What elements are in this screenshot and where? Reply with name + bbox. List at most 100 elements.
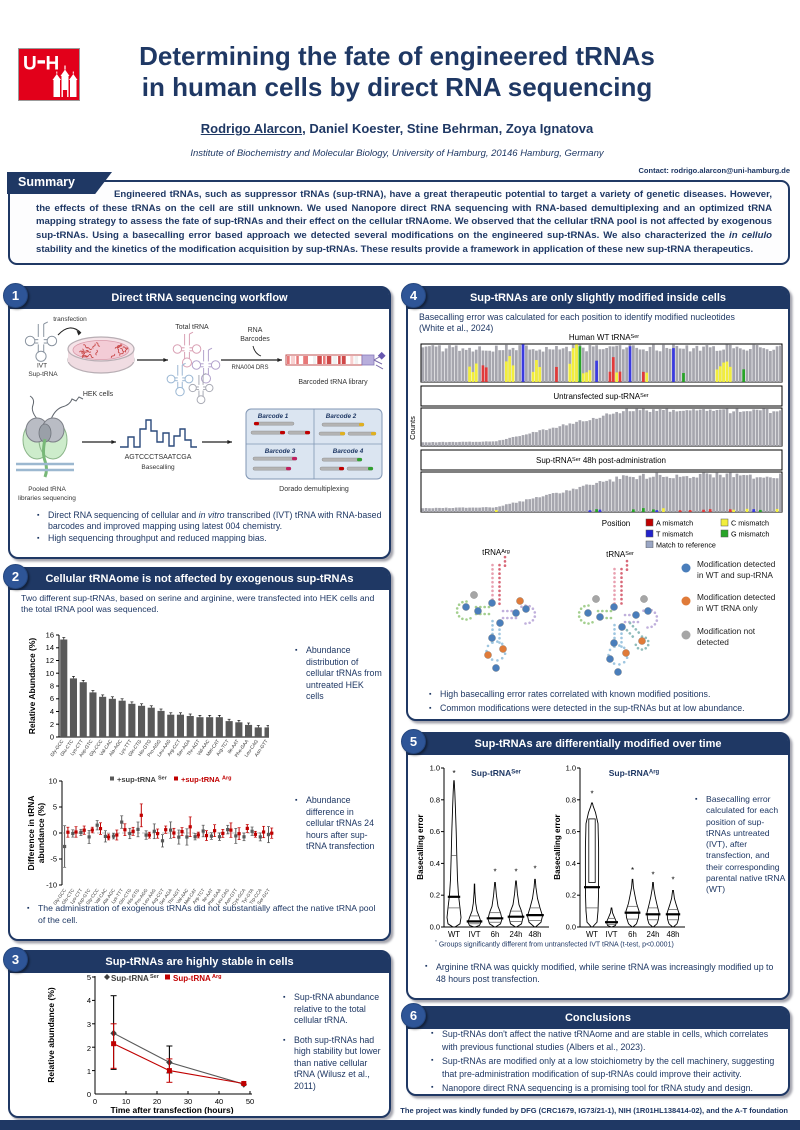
svg-text:*: * (631, 866, 634, 875)
svg-text:40: 40 (215, 1097, 223, 1106)
svg-text:*: * (533, 864, 536, 873)
svg-text:16: 16 (46, 631, 54, 640)
svg-text:0.8: 0.8 (430, 795, 440, 804)
svg-text:Human WT tRNASer: Human WT tRNASer (569, 333, 639, 342)
svg-text:*: * (590, 790, 593, 799)
svg-text:2: 2 (50, 720, 54, 729)
svg-text:G mismatch: G mismatch (731, 530, 769, 539)
svg-text:Sup-tRNAArg: Sup-tRNAArg (609, 768, 660, 778)
svg-text:Modification detected: Modification detected (697, 559, 776, 569)
svg-text:0.6: 0.6 (430, 827, 440, 836)
svg-text:24h: 24h (509, 930, 522, 939)
svg-text:4: 4 (87, 996, 91, 1005)
svg-text:Arg: Arg (212, 974, 221, 980)
svg-text:1: 1 (87, 1067, 91, 1076)
svg-text:Basecalling error: Basecalling error (553, 814, 562, 879)
svg-text:AGTCCCTSAATCGA: AGTCCCTSAATCGA (125, 454, 192, 461)
svg-text:tRNASer: tRNASer (606, 550, 634, 559)
svg-text:abundance (%): abundance (%) (36, 803, 46, 864)
svg-text:12: 12 (46, 656, 54, 665)
svg-text:Sup-tRNASer 48h post-administr: Sup-tRNASer 48h post-administration (536, 456, 666, 465)
svg-text:WT: WT (448, 930, 460, 939)
svg-text:Total tRNA: Total tRNA (175, 324, 209, 331)
svg-text:8: 8 (50, 682, 54, 691)
svg-text:0.6: 0.6 (566, 827, 576, 836)
svg-text:0.0: 0.0 (566, 923, 576, 932)
svg-text:+sup-tRNA: +sup-tRNA (181, 775, 221, 784)
svg-text:10: 10 (49, 777, 57, 786)
svg-text:RNA004 DRS: RNA004 DRS (231, 365, 268, 371)
svg-text:Barcode 1: Barcode 1 (258, 413, 289, 420)
svg-text:libraries sequencing: libraries sequencing (18, 495, 76, 502)
svg-text:U: U (23, 54, 37, 75)
svg-text:0: 0 (50, 733, 54, 742)
svg-text:HEK cells: HEK cells (83, 391, 114, 398)
svg-text:T mismatch: T mismatch (656, 530, 693, 539)
svg-text:in WT and sup-tRNA: in WT and sup-tRNA (697, 570, 773, 580)
svg-text:detected: detected (697, 637, 729, 647)
svg-text:IVT: IVT (605, 930, 617, 939)
svg-text:Arg: Arg (222, 776, 231, 782)
svg-text:RNA: RNA (248, 327, 263, 334)
svg-text:Time after transfection (hours: Time after transfection (hours) (110, 1105, 233, 1114)
svg-text:Sup-tRNASer: Sup-tRNASer (471, 768, 521, 778)
svg-text:0: 0 (53, 829, 57, 838)
svg-text:0: 0 (87, 1090, 91, 1099)
svg-text:Difference in tRNA: Difference in tRNA (26, 795, 36, 870)
svg-text:Sup-tRNA: Sup-tRNA (173, 974, 211, 983)
svg-text:Counts: Counts (408, 416, 417, 440)
svg-text:Barcodes: Barcodes (240, 336, 270, 343)
svg-text:Modification detected: Modification detected (697, 592, 776, 602)
svg-text:6h: 6h (491, 930, 500, 939)
svg-text:Barcode 2: Barcode 2 (326, 413, 357, 420)
svg-text:5: 5 (87, 973, 91, 982)
svg-text:0.4: 0.4 (566, 859, 576, 868)
svg-text:Ser: Ser (150, 974, 160, 980)
svg-text:*: * (452, 769, 455, 778)
svg-text:24h: 24h (646, 930, 659, 939)
svg-text:14: 14 (46, 643, 54, 652)
svg-text:4: 4 (50, 707, 54, 716)
svg-text:*: * (514, 868, 517, 877)
svg-text:Basecalling error: Basecalling error (416, 814, 425, 879)
svg-text:1.0: 1.0 (430, 764, 440, 773)
svg-text:6: 6 (50, 694, 54, 703)
svg-text:Barcoded tRNA library: Barcoded tRNA library (298, 379, 368, 386)
svg-text:10: 10 (46, 669, 54, 678)
svg-text:Basecalling: Basecalling (141, 464, 175, 471)
svg-text:Position: Position (602, 519, 630, 528)
svg-text:IVT: IVT (37, 363, 47, 370)
svg-text:Relative abundance (%): Relative abundance (%) (46, 987, 56, 1083)
svg-text:0.2: 0.2 (430, 891, 440, 900)
svg-text:-5: -5 (50, 855, 57, 864)
svg-text:-10: -10 (46, 881, 57, 890)
svg-text:0.8: 0.8 (566, 795, 576, 804)
svg-text:transfection: transfection (53, 316, 87, 323)
svg-text:*: * (671, 876, 674, 885)
svg-text:2: 2 (87, 1044, 91, 1053)
svg-text:Relative Abundance (%): Relative Abundance (%) (27, 638, 37, 735)
svg-text:0.2: 0.2 (566, 891, 576, 900)
svg-text:Untransfected sup-tRNASer: Untransfected sup-tRNASer (553, 392, 648, 401)
svg-text:Barcode 4: Barcode 4 (333, 448, 364, 455)
svg-text:20: 20 (153, 1097, 161, 1106)
svg-text:tRNAArg: tRNAArg (482, 548, 510, 557)
svg-text:50: 50 (246, 1097, 254, 1106)
svg-text:48h: 48h (666, 930, 679, 939)
svg-text:*: * (651, 871, 654, 880)
svg-text:Match to reference: Match to reference (656, 541, 716, 549)
svg-text:48h: 48h (528, 930, 541, 939)
svg-text:WT: WT (586, 930, 598, 939)
svg-text:Barcode 3: Barcode 3 (265, 448, 296, 455)
svg-text:Sup-tRNA: Sup-tRNA (28, 371, 58, 378)
svg-text:Pooled tRNA: Pooled tRNA (28, 486, 66, 493)
svg-text:H: H (46, 54, 60, 75)
svg-text:Ser: Ser (158, 776, 168, 782)
svg-text:*: * (493, 868, 496, 877)
svg-text:Modification not: Modification not (697, 626, 756, 636)
svg-text:0: 0 (93, 1097, 97, 1106)
svg-text:C mismatch: C mismatch (731, 519, 769, 528)
svg-text:6h: 6h (628, 930, 637, 939)
svg-text:0.0: 0.0 (430, 923, 440, 932)
svg-text:5: 5 (53, 803, 57, 812)
